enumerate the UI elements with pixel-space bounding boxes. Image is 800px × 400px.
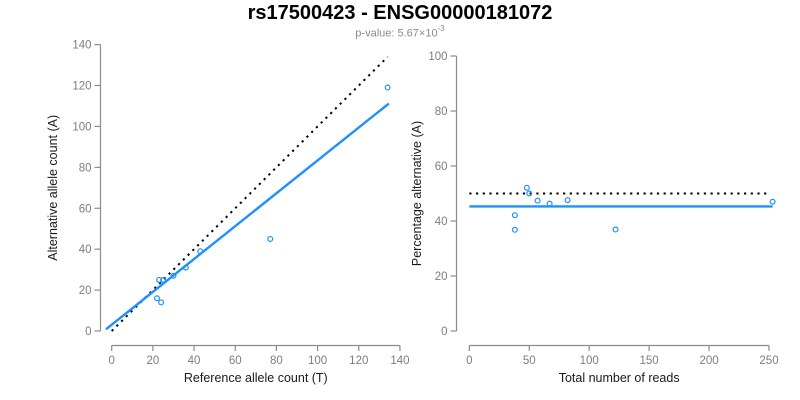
x-axis-title: Total number of reads — [559, 371, 680, 385]
y-tick-label: 120 — [72, 81, 91, 93]
y-tick-label: 60 — [435, 161, 448, 173]
plot-subtitle: p-value: 5.67×10-3 — [0, 23, 800, 41]
y-tick-label: 60 — [79, 203, 92, 215]
data-point — [564, 197, 571, 204]
y-tick-label: 40 — [79, 244, 92, 256]
allele-counts-panel: 0 20 40 60 80 100 120 140 0 20 40 60 80 100 120 140 Refe… — [46, 40, 410, 385]
x-tick-label: 0 — [108, 355, 114, 367]
data-point — [160, 276, 167, 283]
x-tick-label: 120 — [349, 355, 368, 367]
data-point — [170, 272, 177, 279]
plot-title: rs17500423 - ENSG00000181072 — [247, 2, 553, 24]
y-tick-label: 20 — [435, 271, 448, 283]
subtitle-exponent: -3 — [437, 24, 445, 33]
y-tick-label: 20 — [79, 285, 92, 297]
data-point — [384, 84, 391, 91]
x-tick-label: 100 — [580, 355, 599, 367]
x-tick-label: 40 — [188, 355, 201, 367]
y-axis-title: Alternative allele count (A) — [46, 115, 60, 261]
y-tick-label: 140 — [72, 40, 91, 52]
data-point — [182, 264, 189, 271]
data-point — [153, 295, 160, 302]
data-point — [511, 226, 518, 233]
data-point — [197, 248, 204, 255]
data-point — [546, 200, 553, 207]
x-tick-label: 150 — [640, 355, 659, 367]
data-point — [156, 276, 163, 283]
x-axis-title: Reference allele count (T) — [184, 371, 328, 385]
x-tick-label: 50 — [523, 355, 536, 367]
fit-line — [105, 102, 390, 331]
y-tick-label: 40 — [435, 216, 448, 228]
data-point — [534, 197, 541, 204]
x-tick-label: 80 — [270, 355, 283, 367]
data-point — [267, 235, 274, 242]
y-tick-label: 100 — [72, 121, 91, 133]
y-tick-label: 100 — [428, 51, 447, 63]
y-tick-label: 0 — [441, 326, 447, 338]
x-tick-label: 200 — [699, 355, 718, 367]
y-tick-label: 80 — [79, 162, 92, 174]
data-point — [612, 226, 619, 233]
x-tick-label: 140 — [390, 355, 409, 367]
x-tick-label: 100 — [308, 355, 327, 367]
y-axis-title: Percentage alternative (A) — [410, 121, 424, 266]
x-tick-label: 250 — [759, 355, 778, 367]
data-point — [158, 299, 165, 306]
y-tick-label: 0 — [85, 326, 91, 338]
identity-line — [110, 56, 389, 332]
x-tick-label: 0 — [466, 355, 472, 367]
percentage-vs-reads-panel: 0 20 40 60 80 100 0 50 100 150 200 250 Total number … — [410, 51, 779, 385]
data-point — [523, 184, 530, 191]
x-tick-label: 60 — [229, 355, 242, 367]
data-point — [769, 198, 776, 205]
data-point — [526, 190, 533, 197]
data-point — [511, 212, 518, 219]
subtitle-text: p-value: 5.67×10 — [355, 27, 438, 40]
y-tick-label: 80 — [435, 106, 448, 118]
x-tick-label: 20 — [146, 355, 159, 367]
